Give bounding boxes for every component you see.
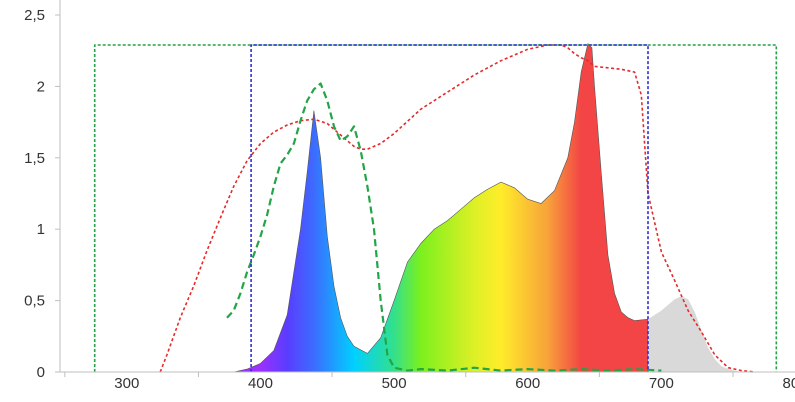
grey-area	[648, 296, 742, 372]
x-tick-label: 300	[114, 375, 139, 392]
x-tick-label: 800	[782, 375, 795, 392]
y-tick-label: 2	[37, 78, 45, 95]
spectrum-area	[233, 42, 649, 373]
axis-layer: 0 0,5 1 1,5 2 2,5 300 400 500 600 700 800	[24, 0, 795, 392]
x-tick-label: 500	[382, 375, 407, 392]
y-tick-label: 2,5	[24, 7, 45, 24]
y-tick-label: 0	[37, 364, 45, 381]
series-layer	[93, 42, 778, 373]
y-tick-label: 1,5	[24, 150, 45, 167]
y-tick-label: 0,5	[24, 293, 45, 310]
x-tick-label: 600	[515, 375, 540, 392]
dashed-line-3	[226, 82, 662, 372]
x-tick-label: 400	[248, 375, 273, 392]
y-tick-label: 1	[37, 221, 45, 238]
x-tick-label: 700	[649, 375, 674, 392]
dotted-box-5	[250, 44, 649, 372]
